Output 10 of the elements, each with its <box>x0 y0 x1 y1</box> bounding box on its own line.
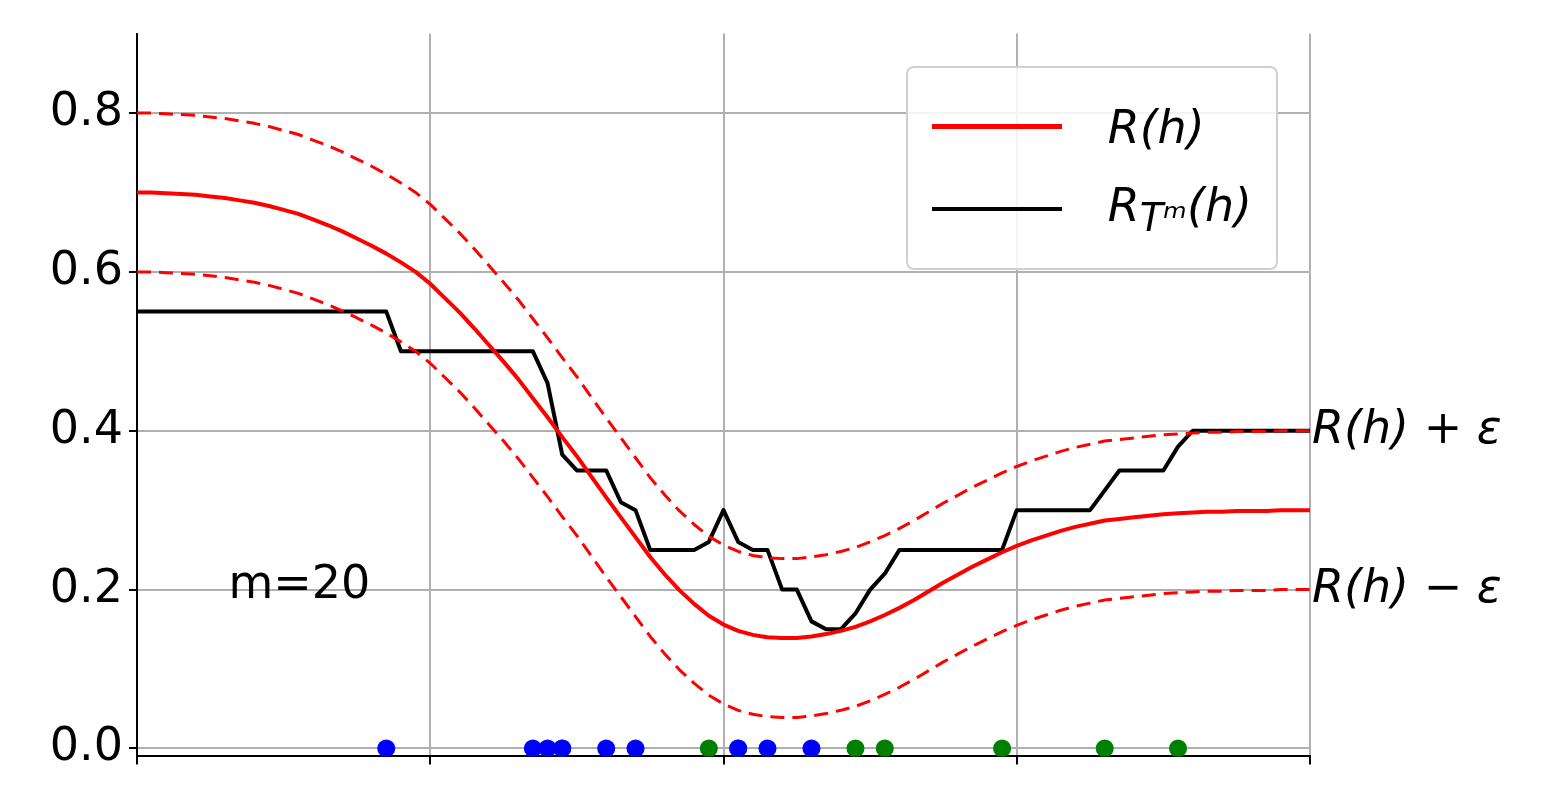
legend-label: R$_{Tᵐ}$(h) <box>1107 177 1252 240</box>
y-tick-label: 0.4 <box>49 399 123 454</box>
annotation: m=20 <box>228 555 371 610</box>
y-tick-label: 0.2 <box>49 558 123 613</box>
text: R(h) − ε <box>1312 558 1502 613</box>
y-tick-label: 0.0 <box>49 717 123 772</box>
legend-label: R(h) <box>1107 99 1205 154</box>
y-tick-label: 0.6 <box>49 240 123 295</box>
text: R(h) + ε <box>1312 399 1502 454</box>
y-tick-label: 0.8 <box>49 81 123 136</box>
